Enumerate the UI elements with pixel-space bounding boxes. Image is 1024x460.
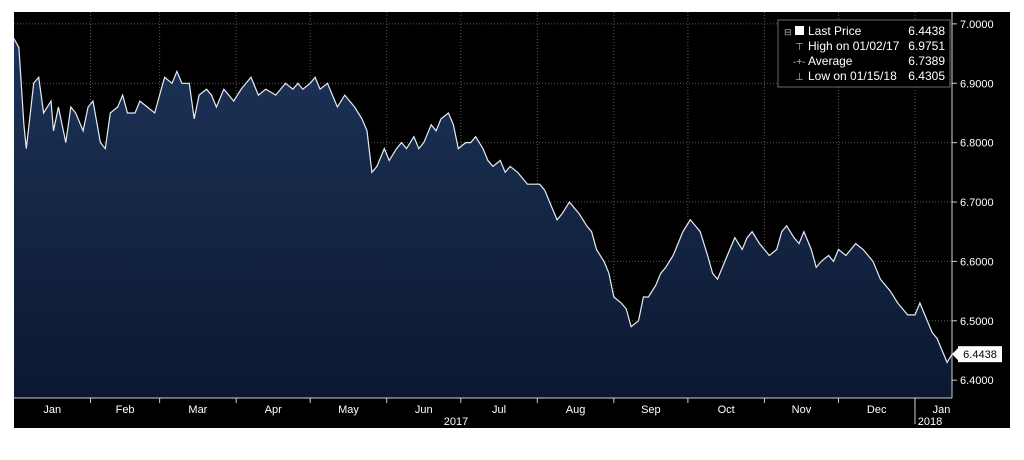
- last-price-box: [958, 346, 1002, 363]
- price-line: [13, 38, 953, 364]
- y-tick-label: 6.4000: [960, 375, 994, 387]
- x-tick-label: Jul: [492, 404, 506, 416]
- footer-copyright: Copyright© 2018 Bloomberg Finance L.P.: [526, 431, 753, 444]
- legend-high-label: High on 01/02/17: [808, 39, 900, 53]
- y-axis-ticks: 6.4000 6.5000 6.6000 6.7000 6.8000 6.9000 7.00…: [952, 19, 994, 387]
- legend-expand-icon: ⊟: [784, 27, 792, 37]
- last-price-arrow: [952, 348, 958, 361]
- x-axis-year-2017: 2017: [444, 416, 468, 428]
- legend: ⊟ Last Price 6.4438 ⊤ High on 01/02/17 6…: [777, 19, 951, 88]
- usdcnh-chart: 6.4000 6.5000 6.6000 6.7000 6.8000 6.9000 7.00…: [13, 12, 1010, 428]
- x-tick-label: Feb: [116, 404, 135, 416]
- x-tick-label: Apr: [265, 404, 282, 416]
- x-tick-label: Dec: [867, 404, 887, 416]
- x-tick-label: Jun: [415, 404, 433, 416]
- legend-average-value: 6.7389: [908, 54, 945, 68]
- y-tick-label: 6.9000: [960, 78, 994, 90]
- price-area: [14, 38, 952, 398]
- legend-last-price-label: Last Price: [808, 24, 862, 38]
- x-tick-label: May: [338, 404, 359, 416]
- y-tick-label: 6.7000: [960, 197, 994, 209]
- last-price-swatch-icon: [795, 26, 804, 35]
- legend-low-label: Low on 01/15/18: [808, 69, 897, 83]
- footer: USDCNH Curncy (USD-CNH Cross Rate) Daily…: [14, 429, 1010, 445]
- average-marker-icon: -+-: [793, 57, 806, 68]
- y-tick-label: 7.0000: [960, 19, 994, 31]
- x-tick-label: Aug: [566, 404, 586, 416]
- legend-last-price-value: 6.4438: [908, 24, 945, 38]
- x-tick-label: Jan: [933, 404, 951, 416]
- last-price-label: 6.4438: [963, 349, 997, 361]
- y-tick-label: 6.6000: [960, 256, 994, 268]
- y-tick-label: 6.5000: [960, 316, 994, 328]
- legend-box: [777, 19, 951, 88]
- x-axis-year-2018: 2018: [918, 416, 942, 428]
- x-tick-label: Mar: [188, 404, 207, 416]
- high-marker-icon: ⊤: [795, 42, 804, 53]
- legend-high-value: 6.9751: [908, 39, 945, 53]
- low-marker-icon: ⊥: [795, 72, 804, 83]
- last-price-marker: 6.4438: [952, 346, 1002, 363]
- footer-timestamp: 16-Jan-2018 12:31:00: [889, 431, 1010, 444]
- legend-average-label: Average: [808, 54, 853, 68]
- x-tick-label: Oct: [718, 404, 735, 416]
- x-tick-label: Jan: [43, 404, 61, 416]
- x-tick-label: Sep: [641, 404, 661, 416]
- footer-security-info: USDCNH Curncy (USD-CNH Cross Rate) Daily…: [14, 431, 391, 444]
- x-tick-label: Nov: [792, 404, 812, 416]
- x-axis-ticks: Jan Feb Mar Apr May Jun Jul Aug Sep Oct Nov Dec Jan: [43, 398, 950, 424]
- legend-low-value: 6.4305: [908, 69, 945, 83]
- y-tick-label: 6.8000: [960, 138, 994, 150]
